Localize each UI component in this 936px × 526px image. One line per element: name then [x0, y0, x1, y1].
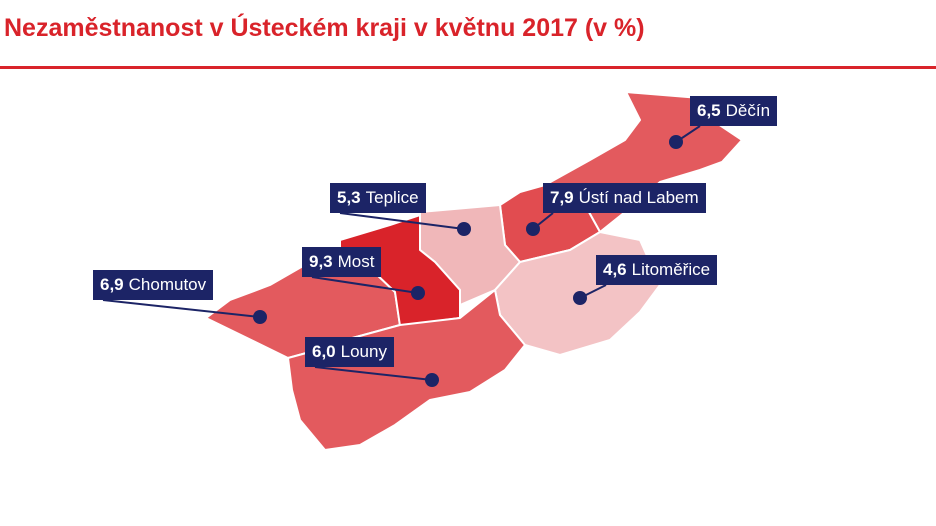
marker-teplice	[457, 222, 471, 236]
district-value: 6,5	[697, 101, 721, 120]
connector-most	[311, 276, 419, 294]
district-value: 4,6	[603, 260, 627, 279]
connector-louny	[314, 366, 433, 381]
label-teplice: 5,3 Teplice	[330, 183, 426, 213]
title-divider	[0, 66, 936, 69]
connector-chomutov	[102, 299, 261, 318]
district-name: Děčín	[725, 101, 771, 120]
label-usti: 7,9 Ústí nad Labem	[543, 183, 706, 213]
label-most: 9,3 Most	[302, 247, 382, 277]
district-name: Teplice	[365, 188, 419, 207]
marker-most	[411, 286, 425, 300]
district-name: Louny	[340, 342, 387, 361]
label-louny: 6,0 Louny	[305, 337, 394, 367]
marker-litomerice	[573, 291, 587, 305]
district-name: Litoměřice	[631, 260, 711, 279]
district-value: 7,9	[550, 188, 574, 207]
label-chomutov: 6,9 Chomutov	[93, 270, 214, 300]
page-title: Nezaměstnanost v Ústeckém kraji v květnu…	[4, 14, 645, 42]
marker-decin	[669, 135, 683, 149]
district-value: 9,3	[309, 252, 333, 271]
district-value: 6,9	[100, 275, 124, 294]
district-louny[interactable]	[287, 289, 526, 451]
district-name: Chomutov	[128, 275, 207, 294]
label-decin: 6,5 Děčín	[690, 96, 778, 126]
district-name: Most	[337, 252, 375, 271]
marker-usti	[526, 222, 540, 236]
district-value: 6,0	[312, 342, 336, 361]
connector-teplice	[339, 212, 465, 230]
label-litomerice: 4,6 Litoměřice	[596, 255, 718, 285]
district-name: Ústí nad Labem	[578, 188, 699, 207]
marker-louny	[425, 373, 439, 387]
district-value: 5,3	[337, 188, 361, 207]
marker-chomutov	[253, 310, 267, 324]
